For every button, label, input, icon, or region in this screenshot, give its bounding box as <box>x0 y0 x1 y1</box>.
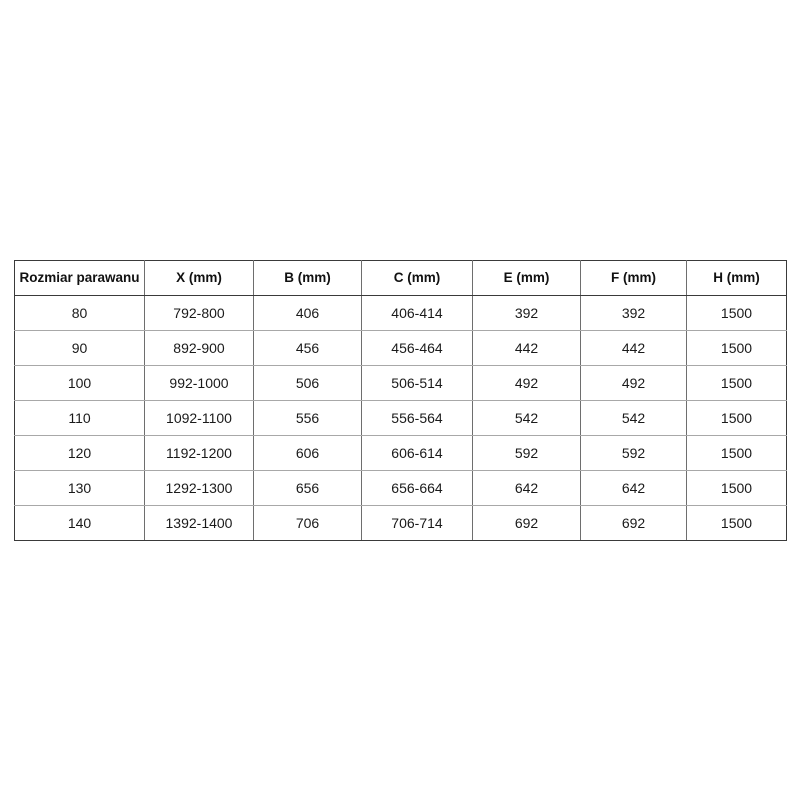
table-cell: 1500 <box>686 435 787 471</box>
table-cell: 406-414 <box>361 295 473 331</box>
column-header-5: F (mm) <box>580 260 687 296</box>
table-cell: 1500 <box>686 505 787 541</box>
spec-table-container: Rozmiar parawanu X (mm) B (mm) C (mm) E (mm)… <box>14 260 787 541</box>
table-cell: 606 <box>253 435 362 471</box>
table-cell: 392 <box>580 295 687 331</box>
column-header-4: E (mm) <box>472 260 581 296</box>
column-header-1: X (mm) <box>144 260 254 296</box>
column-header-0: Rozmiar parawanu <box>14 260 145 296</box>
table-cell: 542 <box>472 400 581 436</box>
table-cell: 456-464 <box>361 330 473 366</box>
table-cell: 1092-1100 <box>144 400 254 436</box>
table-row: 130 1292-1300 656 656-664 642 642 1500 <box>14 470 787 506</box>
table-cell: 492 <box>580 365 687 401</box>
table-cell: 1392-1400 <box>144 505 254 541</box>
table-cell: 542 <box>580 400 687 436</box>
table-cell: 90 <box>14 330 145 366</box>
table-cell: 456 <box>253 330 362 366</box>
table-cell: 492 <box>472 365 581 401</box>
table-cell: 642 <box>580 470 687 506</box>
table-cell: 592 <box>580 435 687 471</box>
table-cell: 1500 <box>686 365 787 401</box>
table-row: 120 1192-1200 606 606-614 592 592 1500 <box>14 435 787 471</box>
table-header: Rozmiar parawanu X (mm) B (mm) C (mm) E (mm)… <box>14 260 787 296</box>
table-cell: 406 <box>253 295 362 331</box>
table-cell: 110 <box>14 400 145 436</box>
table-cell: 606-614 <box>361 435 473 471</box>
table-cell: 100 <box>14 365 145 401</box>
table-cell: 1500 <box>686 470 787 506</box>
table-cell: 120 <box>14 435 145 471</box>
table-cell: 442 <box>472 330 581 366</box>
table-cell: 706 <box>253 505 362 541</box>
table-cell: 392 <box>472 295 581 331</box>
table-row: 110 1092-1100 556 556-564 542 542 1500 <box>14 400 787 436</box>
table-cell: 140 <box>14 505 145 541</box>
table-cell: 506-514 <box>361 365 473 401</box>
table-cell: 130 <box>14 470 145 506</box>
table-cell: 992-1000 <box>144 365 254 401</box>
table-row: 140 1392-1400 706 706-714 692 692 1500 <box>14 505 787 541</box>
table-cell: 556-564 <box>361 400 473 436</box>
table-body: 80 792-800 406 406-414 392 392 1500 90 892-900 45… <box>14 295 787 541</box>
table-cell: 642 <box>472 470 581 506</box>
column-header-6: H (mm) <box>686 260 787 296</box>
table-cell: 656 <box>253 470 362 506</box>
screen-size-specification-table: Rozmiar parawanu X (mm) B (mm) C (mm) E (mm)… <box>14 260 787 541</box>
table-row: 100 992-1000 506 506-514 492 492 1500 <box>14 365 787 401</box>
table-cell: 506 <box>253 365 362 401</box>
column-header-2: B (mm) <box>253 260 362 296</box>
table-cell: 1192-1200 <box>144 435 254 471</box>
table-row: 80 792-800 406 406-414 392 392 1500 <box>14 295 787 331</box>
table-cell: 1500 <box>686 295 787 331</box>
table-cell: 1500 <box>686 400 787 436</box>
table-row: 90 892-900 456 456-464 442 442 1500 <box>14 330 787 366</box>
table-cell: 656-664 <box>361 470 473 506</box>
table-cell: 556 <box>253 400 362 436</box>
table-cell: 1292-1300 <box>144 470 254 506</box>
table-cell: 1500 <box>686 330 787 366</box>
table-cell: 692 <box>472 505 581 541</box>
table-cell: 442 <box>580 330 687 366</box>
table-header-row: Rozmiar parawanu X (mm) B (mm) C (mm) E (mm)… <box>14 260 787 296</box>
table-cell: 706-714 <box>361 505 473 541</box>
table-cell: 892-900 <box>144 330 254 366</box>
table-cell: 592 <box>472 435 581 471</box>
table-cell: 80 <box>14 295 145 331</box>
column-header-3: C (mm) <box>361 260 473 296</box>
table-cell: 792-800 <box>144 295 254 331</box>
table-cell: 692 <box>580 505 687 541</box>
